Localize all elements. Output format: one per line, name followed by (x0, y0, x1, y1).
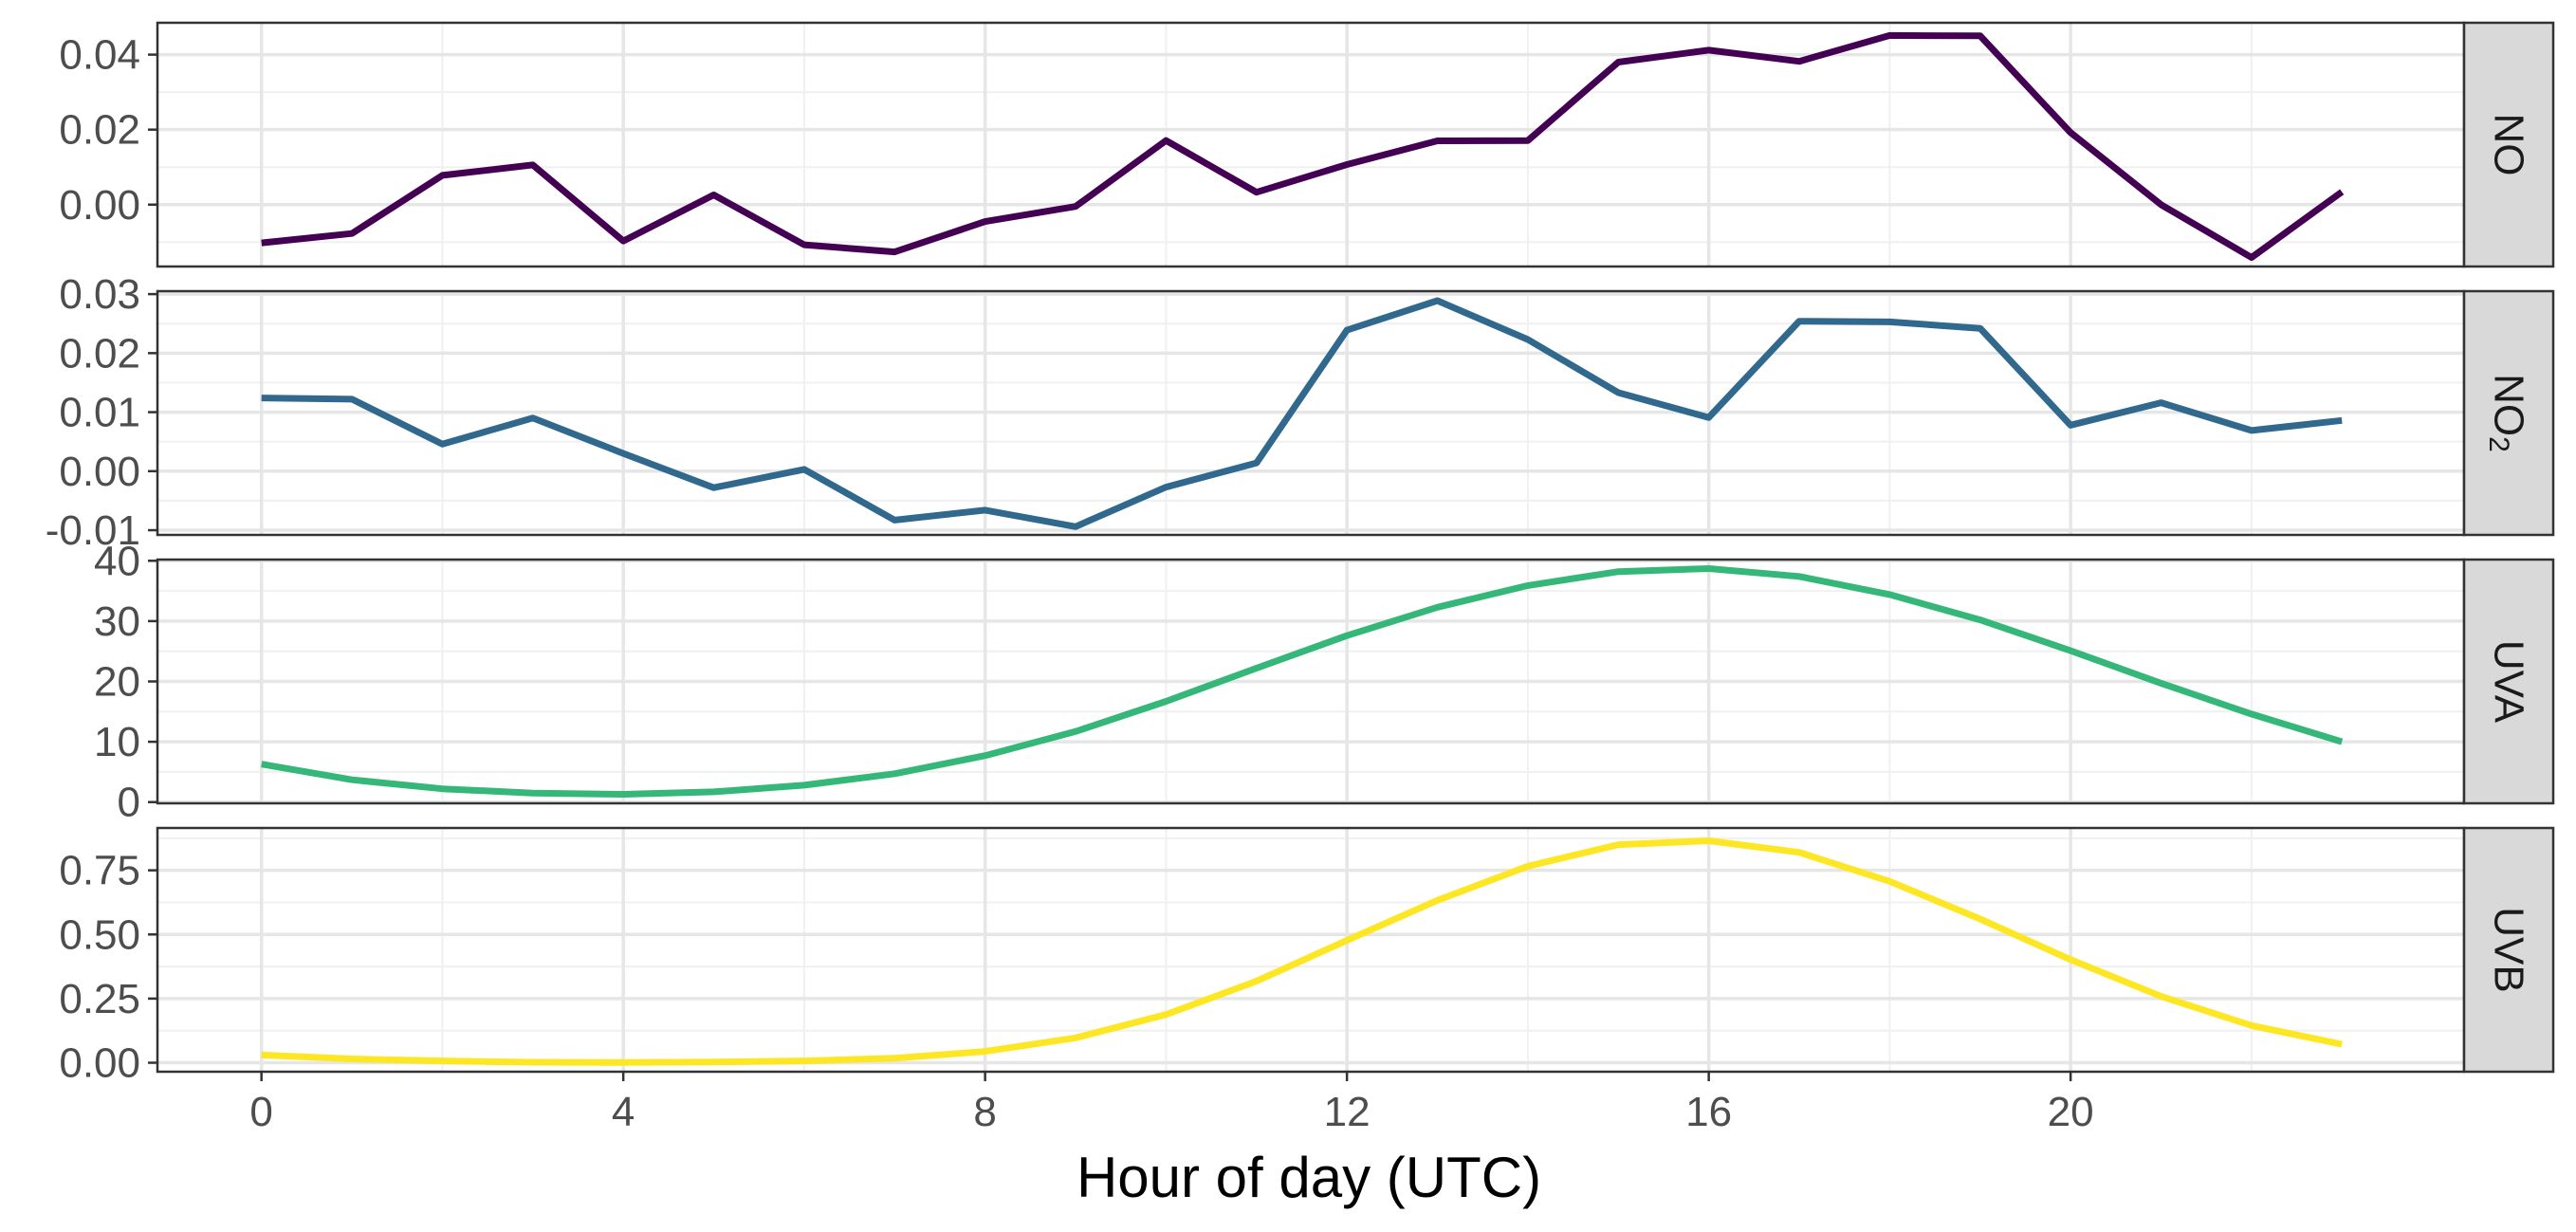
x-tick-label: 20 (2048, 1089, 2094, 1135)
y-tick-label: 30 (94, 598, 140, 645)
y-tick-label: 0.01 (59, 390, 140, 436)
y-tick-label: 0.03 (59, 271, 140, 318)
x-tick-label: 0 (249, 1089, 272, 1135)
facet-strip (2462, 21, 2555, 268)
chart-panels: 0.000.020.04NO-0.010.000.010.020.03NO201… (46, 21, 2555, 1087)
x-tick-label: 12 (1324, 1089, 1371, 1135)
y-tick-label: 0.04 (59, 32, 140, 79)
x-axis: 0 4 8 12 16 20 (249, 1072, 2094, 1135)
x-tick-label: 4 (612, 1089, 635, 1135)
x-axis-title: Hour of day (UTC) (1076, 1146, 1541, 1209)
series-line-3 (261, 565, 2344, 798)
series-line-4 (261, 837, 2343, 1066)
y-tick-label: 0.00 (59, 182, 140, 229)
y-tick-label: 0.75 (59, 848, 140, 894)
y-tick-label: 0.00 (59, 449, 140, 495)
y-tick-label: 0.02 (59, 330, 140, 377)
y-tick-label: 10 (94, 719, 140, 765)
y-tick-label: 0.25 (59, 976, 140, 1022)
panel-4: 0.00 0.25 0.50 0.75 UVB (59, 826, 2555, 1087)
facet-strip-label-subscript: 2 (2484, 436, 2515, 452)
facet-strip (2462, 289, 2555, 537)
panel-1: 0.00 0.02 0.04 NO (59, 21, 2555, 268)
facet-strip-label: UVA (2486, 640, 2532, 724)
x-tick-label: 16 (1685, 1089, 1732, 1135)
facet-strip (2462, 558, 2555, 805)
y-tick-label: 0.50 (59, 911, 140, 958)
series-line-1 (261, 31, 2345, 261)
panel-background (157, 23, 2464, 267)
y-tick-label: 20 (94, 659, 140, 706)
panel-3: 0 10 20 30 40 UVA (94, 538, 2555, 826)
series-line-2 (261, 297, 2343, 530)
y-tick-label: 0.02 (59, 107, 140, 154)
panel-background (157, 828, 2464, 1072)
facet-strip-label: UVB (2486, 907, 2532, 992)
y-tick-label: 0 (118, 780, 140, 826)
y-tick-label: 0.00 (59, 1040, 140, 1087)
y-tick-label: 40 (94, 538, 140, 584)
facet-strip-label: NO (2486, 114, 2532, 176)
x-tick-label: 8 (973, 1089, 996, 1135)
facet-strip (2462, 826, 2555, 1074)
y-tick-label: -0.01 (46, 507, 140, 554)
